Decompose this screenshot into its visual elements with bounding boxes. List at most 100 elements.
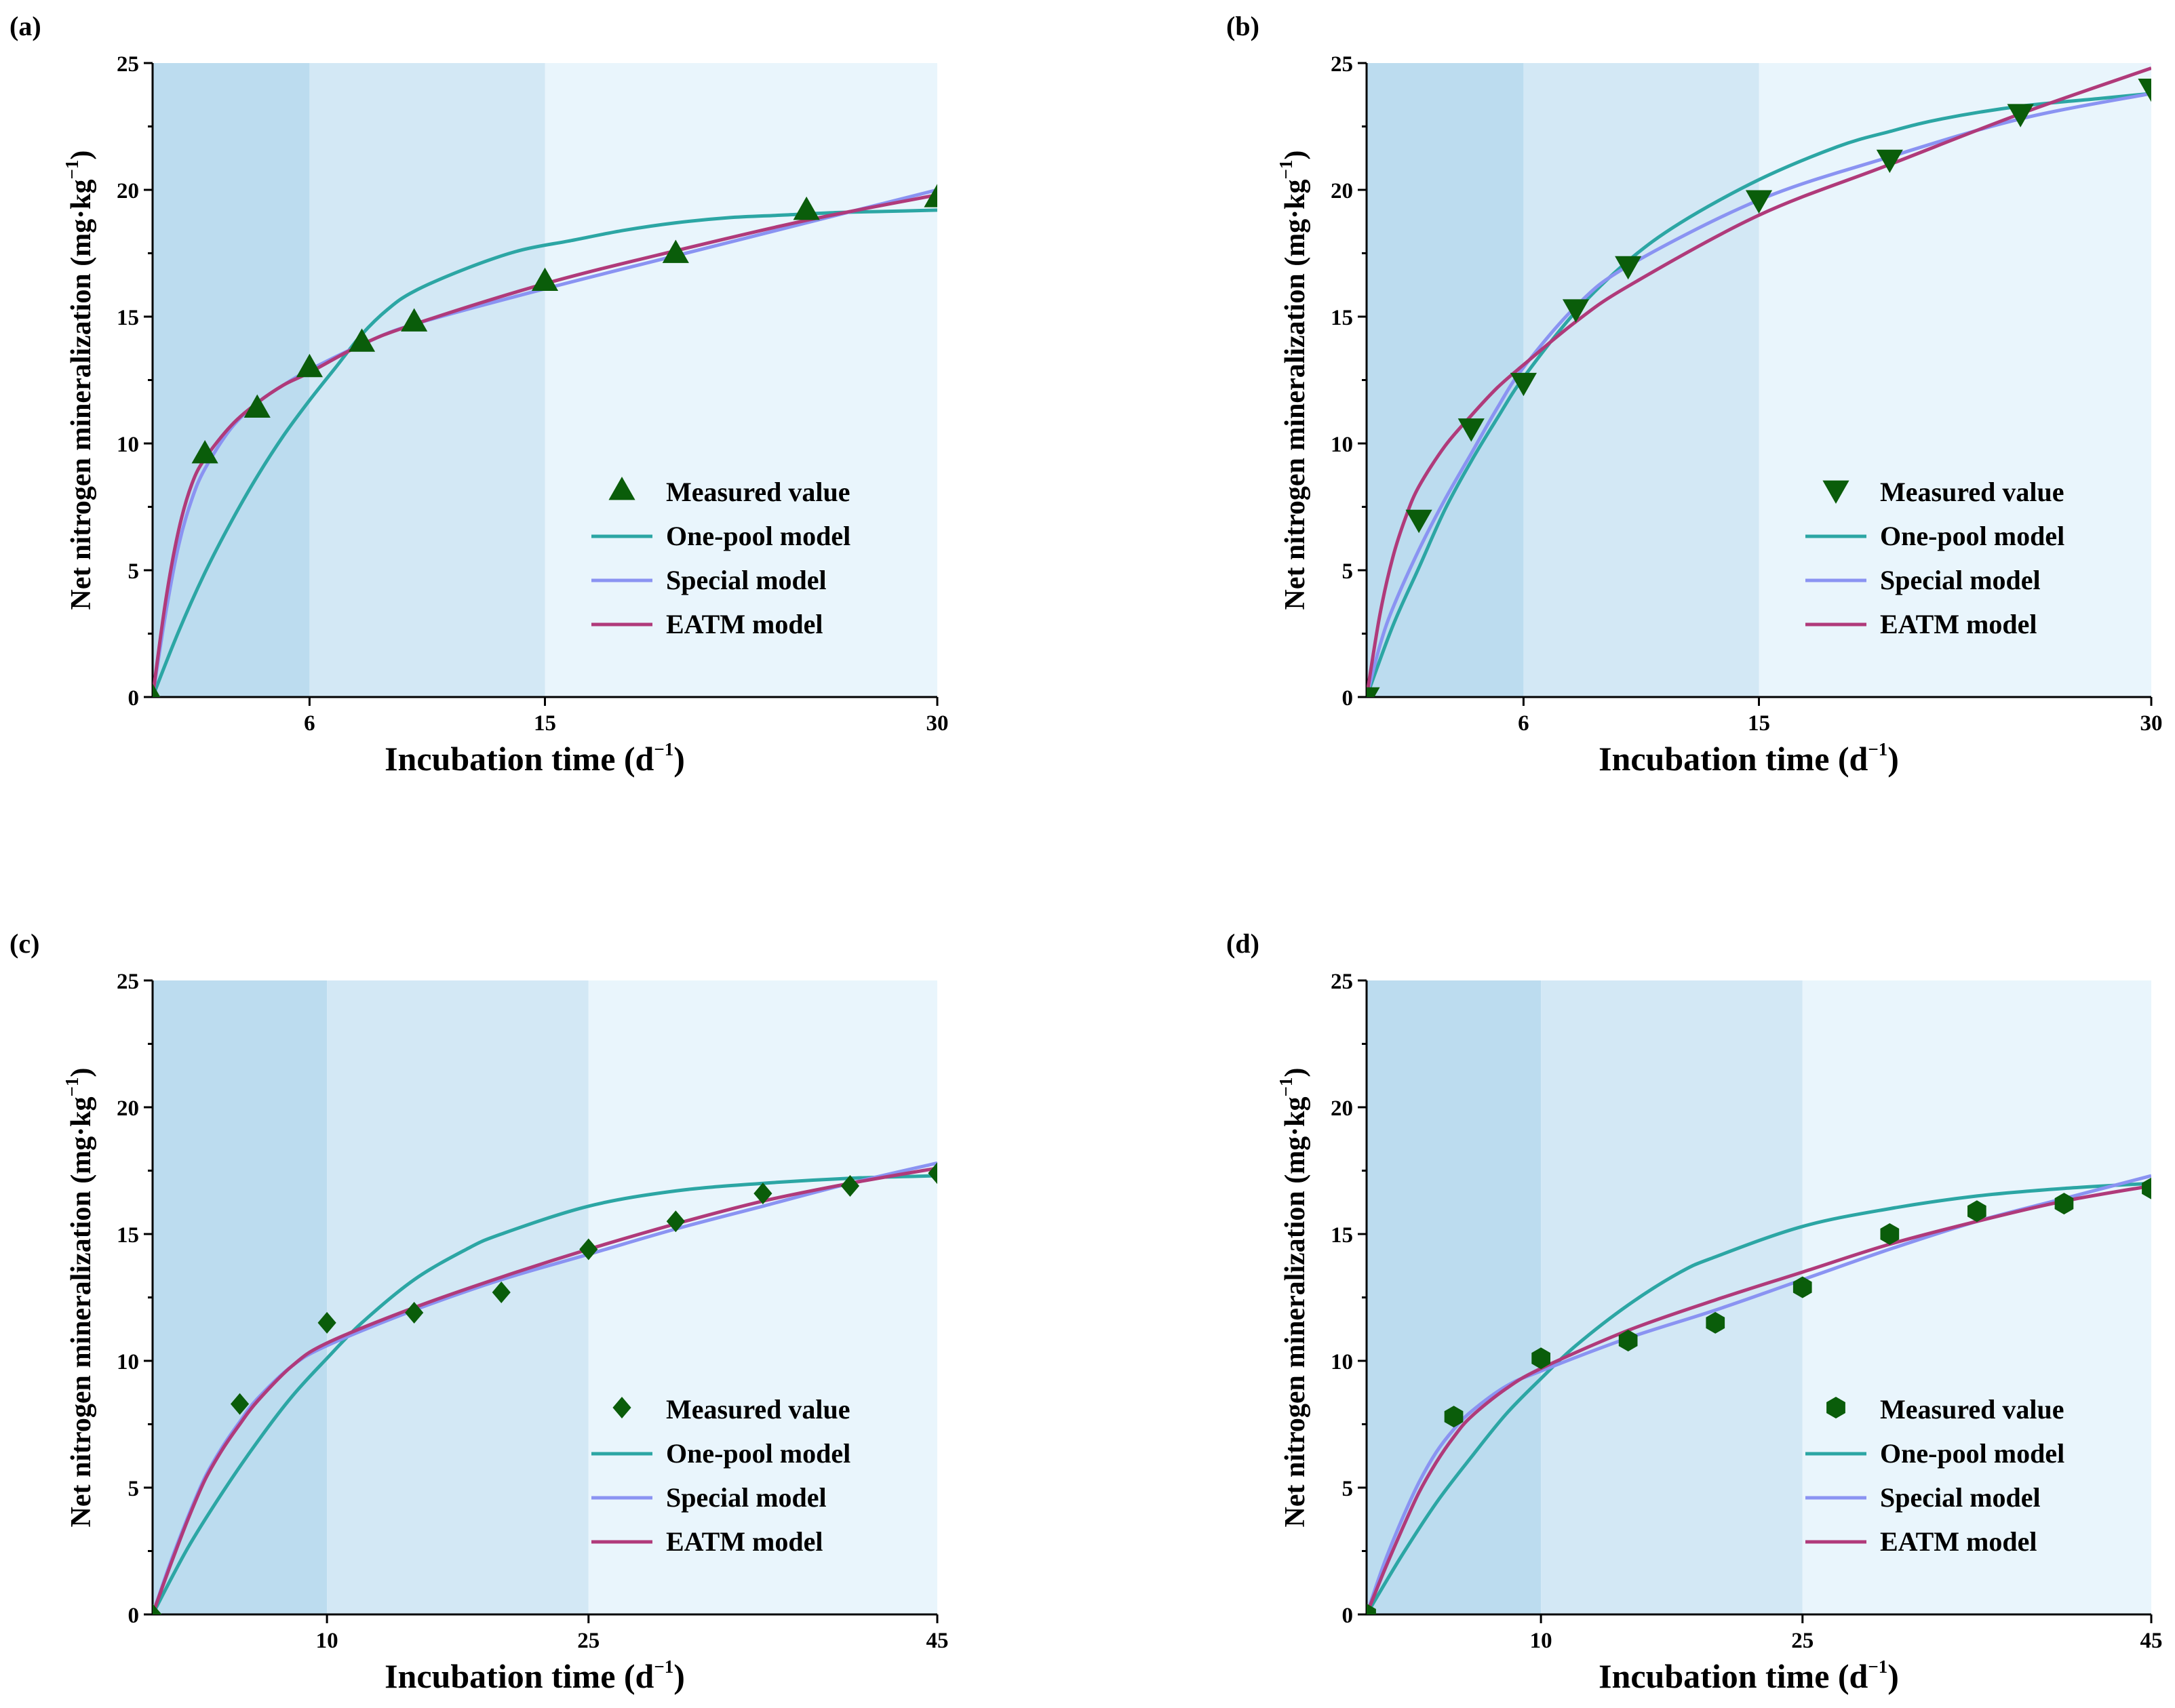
measured-point — [928, 1162, 937, 1185]
measured-point — [1876, 149, 1903, 174]
measured-point — [662, 239, 689, 263]
measured-point — [1367, 1604, 1376, 1614]
y-axis-title: Net nitrogen mineralization (mg·kg−1) — [1276, 1068, 1311, 1528]
y-tick-label: 20 — [117, 1096, 139, 1121]
stage-region-0 — [153, 980, 328, 1614]
legend-label-measured: Measured value — [666, 477, 850, 507]
series-line-0 — [153, 208, 937, 697]
y-axis-title-end: ) — [66, 1068, 97, 1077]
y-tick-label: 5 — [128, 559, 140, 584]
x-tick-label: 10 — [1530, 1629, 1552, 1653]
y-tick-label: 25 — [117, 970, 139, 994]
y-axis-title-sup: −1 — [1276, 1077, 1296, 1097]
y-axis-title-main: Net nitrogen mineralization (mg·kg — [66, 179, 97, 610]
legend-label-1: Special model — [1880, 565, 2041, 595]
measured-point — [492, 1282, 511, 1304]
y-axis-title-sup: −1 — [1276, 160, 1296, 180]
stage-region-1 — [1541, 980, 1803, 1614]
measured-point — [1880, 1223, 1900, 1245]
x-axis-title-sup: −1 — [654, 739, 673, 759]
series-line-2 — [1367, 1184, 2151, 1614]
stage-region-0 — [1367, 980, 1542, 1614]
x-tick-label: 30 — [2140, 711, 2163, 736]
measured-point — [1706, 1311, 1725, 1334]
x-tick-label: 15 — [1748, 711, 1770, 736]
legend: Measured value One-pool model Special mode… — [591, 477, 850, 639]
y-tick-label: 15 — [1331, 306, 1353, 330]
measured-point — [1510, 372, 1537, 397]
measured-point — [531, 267, 559, 292]
y-axis-title: Net nitrogen mineralization (mg·kg−1) — [62, 151, 97, 610]
measured-point — [579, 1238, 598, 1260]
legend-label-2: EATM model — [1880, 609, 2037, 639]
measured-point — [1405, 509, 1432, 534]
measured-point — [1615, 256, 1642, 280]
measured-point — [1444, 1406, 1464, 1428]
series-line-2 — [153, 1166, 937, 1614]
x-axis-title-end: ) — [673, 1657, 685, 1695]
panel-label: (c) — [9, 928, 39, 959]
y-tick-label: 20 — [1331, 179, 1353, 203]
y-axis-title-end: ) — [1280, 1068, 1311, 1077]
y-tick-label: 10 — [117, 1350, 139, 1374]
measured-point — [401, 308, 428, 332]
y-axis-title-sup: −1 — [62, 160, 82, 180]
x-axis-title: Incubation time (d−1) — [385, 739, 685, 778]
measured-point — [1745, 190, 1773, 214]
panel-label: (d) — [1226, 928, 1259, 959]
y-axis-title-sup: −1 — [62, 1077, 82, 1097]
plot-area — [153, 184, 937, 697]
measured-point — [2007, 104, 2034, 127]
x-axis-title-sup: −1 — [654, 1656, 673, 1677]
x-axis-title-end: ) — [1887, 1657, 1899, 1695]
x-axis-title-sup: −1 — [1868, 739, 1887, 759]
series-line-2 — [1367, 66, 2151, 697]
measured-point — [1367, 687, 1380, 697]
y-tick-label: 15 — [117, 1223, 139, 1248]
y-tick-label: 10 — [1331, 433, 1353, 457]
measured-point — [153, 683, 161, 697]
legend-label-2: EATM model — [666, 1526, 823, 1557]
x-axis-title-sup: −1 — [1868, 1656, 1887, 1677]
stage-region-1 — [327, 980, 589, 1614]
measured-point — [666, 1210, 685, 1233]
legend-label-0: One-pool model — [666, 1438, 850, 1469]
measured-point — [2138, 79, 2151, 102]
legend-label-1: Special model — [666, 565, 827, 595]
legend-label-1: Special model — [666, 1482, 827, 1513]
measured-point — [924, 184, 937, 207]
x-tick-label: 15 — [534, 711, 556, 736]
measured-point — [1531, 1347, 1550, 1370]
x-axis-title: Incubation time (d−1) — [1599, 1656, 1899, 1695]
legend-marker-measured — [1822, 480, 1849, 504]
y-axis-title-main: Net nitrogen mineralization (mg·kg — [1280, 179, 1311, 610]
legend-marker-measured — [1826, 1397, 1845, 1418]
measured-point — [793, 196, 820, 220]
stage-region-1 — [309, 63, 545, 697]
y-tick-label: 25 — [1331, 970, 1353, 994]
x-axis-title-end: ) — [1887, 740, 1899, 778]
legend-label-2: EATM model — [1880, 1526, 2037, 1557]
y-tick-label: 20 — [1331, 1096, 1353, 1121]
y-tick-label: 0 — [1342, 686, 1354, 711]
legend-label-measured: Measured value — [666, 1394, 850, 1425]
x-tick-label: 10 — [316, 1629, 338, 1653]
measured-point — [405, 1301, 424, 1324]
legend-marker-measured — [608, 477, 635, 500]
legend-label-1: Special model — [1880, 1482, 2041, 1513]
legend-label-0: One-pool model — [1880, 1438, 2064, 1469]
y-tick-label: 0 — [128, 686, 140, 711]
y-tick-label: 5 — [1342, 1477, 1354, 1501]
legend-label-0: One-pool model — [1880, 521, 2064, 551]
x-axis-title-main: Incubation time (d — [1599, 1657, 1868, 1695]
measured-point — [1792, 1276, 1812, 1298]
measured-point — [230, 1393, 250, 1415]
x-tick-label: 6 — [1518, 711, 1529, 736]
stage-region-0 — [1367, 63, 1524, 697]
y-axis-title: Net nitrogen mineralization (mg·kg−1) — [1276, 151, 1311, 610]
measured-point — [2054, 1193, 2074, 1215]
x-tick-label: 45 — [2140, 1629, 2163, 1653]
y-axis-title: Net nitrogen mineralization (mg·kg−1) — [62, 1068, 97, 1528]
